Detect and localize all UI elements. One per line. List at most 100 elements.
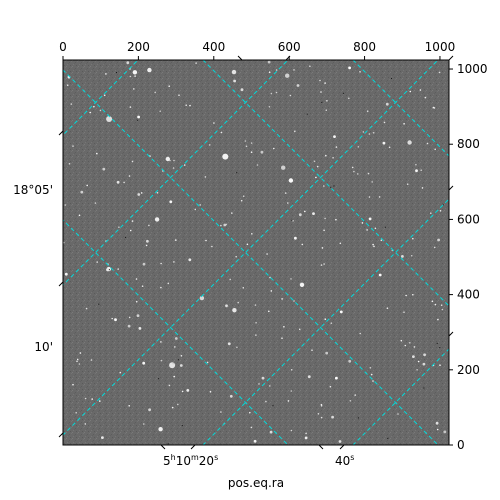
star	[213, 122, 215, 124]
star	[188, 258, 192, 262]
dark-pixel	[158, 378, 160, 380]
star	[348, 359, 352, 363]
star	[96, 152, 98, 155]
star	[309, 65, 311, 67]
star	[249, 411, 251, 414]
star	[133, 88, 135, 90]
dark-pixel	[137, 119, 139, 121]
star	[324, 318, 327, 321]
star	[407, 140, 412, 145]
star	[89, 111, 91, 114]
star	[255, 334, 257, 336]
star	[366, 110, 369, 112]
star	[126, 61, 130, 65]
star	[111, 317, 113, 320]
star	[325, 109, 328, 111]
star	[205, 239, 207, 242]
grid-line-dec	[63, 60, 289, 286]
star	[84, 397, 87, 400]
image-background	[63, 60, 449, 445]
dark-pixel	[390, 78, 392, 79]
star	[168, 85, 170, 87]
star	[366, 229, 368, 231]
star	[143, 423, 145, 425]
star	[290, 278, 292, 280]
star	[438, 71, 441, 74]
star	[156, 192, 159, 194]
star	[128, 405, 130, 407]
star	[70, 103, 73, 105]
star	[294, 130, 296, 133]
star	[169, 362, 176, 369]
star	[117, 268, 119, 270]
star	[225, 304, 228, 308]
star	[147, 67, 152, 73]
star	[287, 202, 289, 204]
star	[237, 301, 239, 304]
star	[173, 261, 175, 263]
star	[335, 146, 338, 148]
star	[417, 360, 420, 363]
star	[412, 293, 414, 296]
star	[222, 153, 229, 160]
star	[404, 344, 407, 347]
star	[319, 79, 321, 82]
star	[368, 217, 372, 221]
star	[386, 307, 389, 310]
star	[220, 131, 223, 134]
dark-pixel	[384, 226, 386, 228]
dark-pixel	[442, 204, 444, 206]
star	[409, 90, 412, 93]
star	[270, 290, 273, 292]
star	[101, 436, 104, 439]
star	[304, 210, 306, 213]
star	[242, 195, 245, 197]
star	[275, 91, 278, 94]
star	[412, 237, 414, 240]
plot-frame	[62, 59, 450, 446]
star	[131, 220, 134, 222]
star	[273, 147, 275, 150]
star	[154, 91, 156, 94]
star	[132, 70, 138, 75]
star	[382, 141, 386, 145]
star	[141, 285, 144, 288]
star	[86, 184, 88, 187]
star	[338, 440, 342, 443]
star	[403, 123, 405, 125]
star	[106, 268, 109, 272]
star	[410, 254, 413, 257]
y-tick-label: 600	[457, 212, 480, 226]
star	[240, 199, 243, 202]
star	[142, 361, 146, 365]
star	[320, 416, 323, 419]
star	[401, 255, 404, 258]
star	[250, 142, 253, 144]
star	[168, 384, 171, 387]
star	[78, 214, 81, 217]
star	[167, 282, 170, 285]
star	[142, 262, 146, 266]
star	[281, 165, 286, 170]
star	[114, 318, 117, 322]
star	[254, 304, 257, 306]
y-tick-label: 1000	[457, 62, 488, 76]
star	[435, 421, 439, 425]
ra-label-5h10m20s: 5h10m20s	[163, 453, 218, 468]
star	[361, 222, 364, 224]
star	[420, 169, 423, 171]
star	[268, 106, 271, 108]
star	[127, 324, 131, 328]
star	[159, 110, 161, 112]
star	[325, 154, 327, 157]
star	[66, 84, 69, 86]
dark-pixel	[272, 405, 274, 407]
star	[64, 204, 67, 206]
x-tick-label: 200	[127, 40, 150, 54]
star	[433, 246, 436, 249]
star	[185, 104, 187, 106]
star	[348, 66, 351, 70]
star	[68, 163, 71, 165]
y-tick-label: 800	[457, 137, 480, 151]
